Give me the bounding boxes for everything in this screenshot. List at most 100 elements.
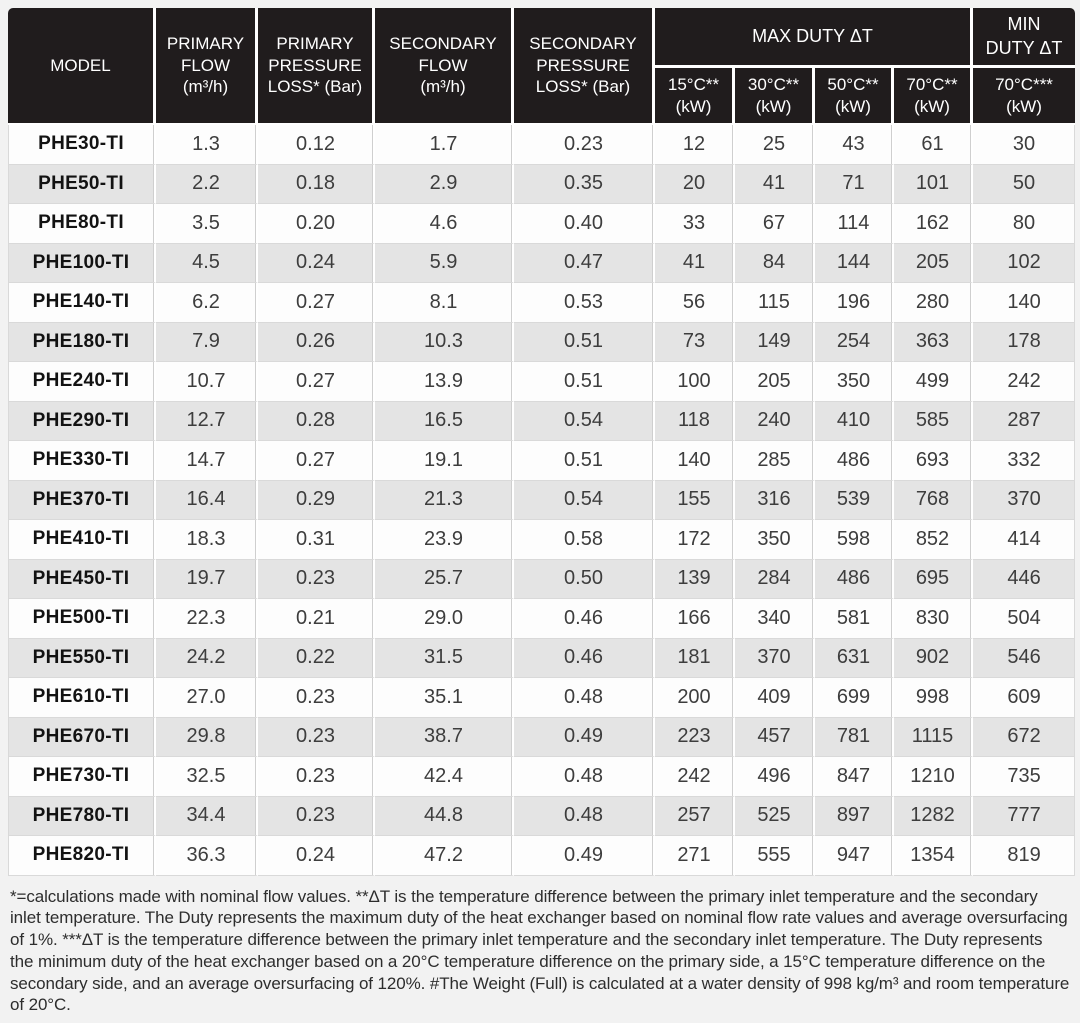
cell-max-duty-15c: 200 [655,678,735,718]
cell-primary-flow: 6.2 [156,283,258,323]
cell-max-duty-15c: 155 [655,480,735,520]
cell-max-duty-50c: 254 [815,322,894,362]
cell-primary-flow: 18.3 [156,520,258,560]
cell-max-duty-70c: 852 [894,520,974,560]
table-row: PHE30-TI 1.3 0.12 1.7 0.23 12 25 43 61 30 [8,125,1076,165]
cell-primary-flow: 24.2 [156,638,258,678]
cell-max-duty-15c: 73 [655,322,735,362]
cell-primary-flow: 32.5 [156,757,258,797]
cell-secondary-flow: 31.5 [375,638,514,678]
cell-secondary-pressure-loss: 0.51 [514,322,655,362]
cell-model: PHE240-TI [8,362,156,402]
cell-max-duty-50c: 847 [815,757,894,797]
cell-max-duty-30c: 115 [735,283,815,323]
table-row: PHE330-TI 14.7 0.27 19.1 0.51 140 285 486 693 332 [8,441,1076,481]
table-row: PHE500-TI 22.3 0.21 29.0 0.46 166 340 581 830 504 [8,599,1076,639]
col-header-max-duty-15c: 15°C** (kW) [655,68,735,125]
cell-secondary-pressure-loss: 0.40 [514,204,655,244]
cell-min-duty-70c: 30 [973,125,1076,165]
col-header-max-duty-30c: 30°C** (kW) [735,68,815,125]
cell-min-duty-70c: 50 [973,164,1076,204]
cell-max-duty-50c: 486 [815,441,894,481]
cell-max-duty-15c: 166 [655,599,735,639]
cell-secondary-pressure-loss: 0.51 [514,362,655,402]
col-header-secondary-pressure-loss: SECONDARY PRESSURE LOSS* (Bar) [514,8,655,125]
cell-min-duty-70c: 140 [973,283,1076,323]
cell-secondary-pressure-loss: 0.54 [514,401,655,441]
cell-model: PHE100-TI [8,243,156,283]
cell-max-duty-70c: 280 [894,283,974,323]
cell-primary-pressure-loss: 0.23 [258,678,375,718]
table-row: PHE140-TI 6.2 0.27 8.1 0.53 56 115 196 280 140 [8,283,1076,323]
cell-primary-pressure-loss: 0.23 [258,559,375,599]
cell-primary-pressure-loss: 0.27 [258,283,375,323]
cell-model: PHE330-TI [8,441,156,481]
col-header-primary-flow: PRIMARY FLOW (m³/h) [156,8,258,125]
cell-model: PHE450-TI [8,559,156,599]
cell-model: PHE370-TI [8,480,156,520]
cell-primary-pressure-loss: 0.23 [258,757,375,797]
cell-max-duty-30c: 409 [735,678,815,718]
cell-secondary-flow: 19.1 [375,441,514,481]
cell-secondary-flow: 47.2 [375,836,514,876]
cell-secondary-flow: 29.0 [375,599,514,639]
cell-secondary-flow: 23.9 [375,520,514,560]
cell-max-duty-50c: 598 [815,520,894,560]
cell-secondary-flow: 5.9 [375,243,514,283]
cell-max-duty-70c: 830 [894,599,974,639]
table-row: PHE410-TI 18.3 0.31 23.9 0.58 172 350 598 852 414 [8,520,1076,560]
cell-model: PHE780-TI [8,796,156,836]
cell-max-duty-50c: 947 [815,836,894,876]
table-header: MODEL PRIMARY FLOW (m³/h) PRIMARY PRESSU… [8,8,1076,125]
cell-primary-pressure-loss: 0.22 [258,638,375,678]
cell-primary-flow: 34.4 [156,796,258,836]
table-row: PHE100-TI 4.5 0.24 5.9 0.47 41 84 144 205 102 [8,243,1076,283]
table-row: PHE730-TI 32.5 0.23 42.4 0.48 242 496 847 1210 73… [8,757,1076,797]
cell-max-duty-70c: 162 [894,204,974,244]
cell-primary-pressure-loss: 0.23 [258,717,375,757]
cell-max-duty-15c: 118 [655,401,735,441]
cell-model: PHE730-TI [8,757,156,797]
cell-secondary-flow: 42.4 [375,757,514,797]
cell-max-duty-15c: 20 [655,164,735,204]
cell-secondary-flow: 8.1 [375,283,514,323]
cell-max-duty-50c: 71 [815,164,894,204]
table-row: PHE550-TI 24.2 0.22 31.5 0.46 181 370 631 902 546 [8,638,1076,678]
cell-model: PHE670-TI [8,717,156,757]
cell-primary-flow: 19.7 [156,559,258,599]
cell-min-duty-70c: 777 [973,796,1076,836]
cell-max-duty-70c: 1354 [894,836,974,876]
cell-primary-flow: 4.5 [156,243,258,283]
cell-secondary-flow: 25.7 [375,559,514,599]
cell-secondary-pressure-loss: 0.47 [514,243,655,283]
cell-secondary-flow: 35.1 [375,678,514,718]
cell-max-duty-50c: 350 [815,362,894,402]
cell-max-duty-30c: 41 [735,164,815,204]
table-row: PHE180-TI 7.9 0.26 10.3 0.51 73 149 254 363 178 [8,322,1076,362]
cell-min-duty-70c: 102 [973,243,1076,283]
cell-max-duty-70c: 902 [894,638,974,678]
cell-secondary-flow: 16.5 [375,401,514,441]
cell-max-duty-50c: 581 [815,599,894,639]
cell-max-duty-50c: 114 [815,204,894,244]
cell-model: PHE80-TI [8,204,156,244]
cell-secondary-pressure-loss: 0.50 [514,559,655,599]
cell-max-duty-70c: 1282 [894,796,974,836]
table-row: PHE610-TI 27.0 0.23 35.1 0.48 200 409 699 998 609 [8,678,1076,718]
cell-max-duty-50c: 144 [815,243,894,283]
cell-secondary-pressure-loss: 0.58 [514,520,655,560]
cell-primary-pressure-loss: 0.29 [258,480,375,520]
cell-max-duty-15c: 100 [655,362,735,402]
cell-primary-pressure-loss: 0.27 [258,441,375,481]
cell-primary-pressure-loss: 0.21 [258,599,375,639]
cell-model: PHE500-TI [8,599,156,639]
cell-max-duty-15c: 181 [655,638,735,678]
cell-min-duty-70c: 287 [973,401,1076,441]
cell-primary-pressure-loss: 0.26 [258,322,375,362]
cell-max-duty-15c: 12 [655,125,735,165]
cell-max-duty-15c: 271 [655,836,735,876]
cell-max-duty-30c: 285 [735,441,815,481]
cell-secondary-pressure-loss: 0.54 [514,480,655,520]
table-row: PHE290-TI 12.7 0.28 16.5 0.54 118 240 410 585 287 [8,401,1076,441]
cell-max-duty-30c: 555 [735,836,815,876]
